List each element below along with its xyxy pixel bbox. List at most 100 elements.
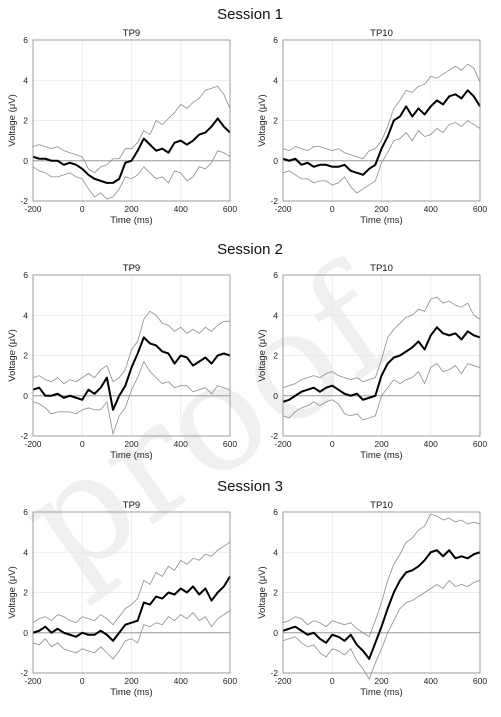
plot-frame: [32, 274, 231, 437]
y-tick-label: 4: [273, 547, 278, 557]
x-tick-label: 200: [374, 676, 388, 686]
x-tick-label: 600: [223, 204, 237, 214]
x-tick-label: 200: [124, 439, 138, 449]
upper-bound-line: [282, 513, 481, 638]
x-tick-label: 0: [330, 676, 335, 686]
x-tick-label: -200: [274, 204, 291, 214]
y-tick-label: -2: [20, 431, 28, 441]
x-axis-label: Time (ms): [360, 450, 402, 461]
y-tick-label: -2: [20, 196, 28, 206]
mean-line: [282, 326, 481, 403]
x-tick-label: 0: [80, 204, 85, 214]
x-tick-label: -200: [24, 204, 41, 214]
y-tick-label: 0: [23, 391, 28, 401]
chart-panel: TP10 -200 0 200 400 600 -2 0 2 4 6 Time (ms) Voltage…: [257, 500, 487, 698]
x-tick-label: 200: [124, 676, 138, 686]
x-tick-label: 200: [374, 204, 388, 214]
y-axis-label: Voltage (μV): [257, 329, 268, 381]
y-tick-label: 6: [273, 507, 278, 517]
lower-bound-line: [282, 363, 481, 421]
panel-title: TP10: [370, 500, 393, 511]
x-axis-label: Time (ms): [360, 215, 402, 226]
panel-title: TP9: [123, 28, 140, 39]
x-tick-label: 600: [473, 439, 487, 449]
y-tick-label: -2: [270, 668, 278, 678]
upper-bound-line: [282, 63, 481, 160]
x-tick-label: 0: [330, 204, 335, 214]
chart-panel: TP10 -200 0 200 400 600 -2 0 2 4 6 Time (ms) Voltage…: [257, 263, 487, 461]
plot-frame: [282, 274, 481, 437]
mean-line: [32, 575, 231, 642]
chart-panel: TP9 -200 0 200 400 600 -2 0 2 4 6 Time (ms) Voltage …: [7, 500, 237, 698]
x-tick-label: -200: [24, 676, 41, 686]
mean-line: [32, 336, 231, 411]
x-tick-label: 0: [80, 439, 85, 449]
upper-bound-line: [32, 85, 231, 174]
y-tick-label: 6: [23, 35, 28, 45]
x-tick-label: 600: [473, 204, 487, 214]
lower-bound-line: [282, 119, 481, 194]
mean-line: [282, 549, 481, 660]
x-tick-label: 200: [124, 204, 138, 214]
lower-bound-line: [32, 150, 231, 200]
y-tick-label: 4: [23, 547, 28, 557]
y-tick-label: 2: [273, 588, 278, 598]
plot-frame: [282, 39, 481, 202]
chart-panel: TP10 -200 0 200 400 600 -2 0 2 4 6 Time (ms) Voltage…: [257, 28, 487, 226]
x-tick-label: 400: [174, 676, 188, 686]
plot-frame: [32, 511, 231, 674]
plot-frame: [32, 39, 231, 202]
x-axis-label: Time (ms): [110, 450, 152, 461]
lower-bound-line: [32, 610, 231, 660]
x-tick-label: -200: [274, 439, 291, 449]
y-tick-label: 4: [273, 75, 278, 85]
x-axis-label: Time (ms): [110, 687, 152, 698]
y-tick-label: 6: [273, 35, 278, 45]
panel-title: TP10: [370, 28, 393, 39]
panel-title: TP10: [370, 263, 393, 274]
y-tick-label: 4: [23, 75, 28, 85]
x-tick-label: -200: [24, 439, 41, 449]
plot-frame: [282, 511, 481, 674]
y-tick-label: 4: [273, 310, 278, 320]
y-tick-label: 6: [273, 270, 278, 280]
lower-bound-line: [32, 360, 231, 436]
y-tick-label: 6: [23, 270, 28, 280]
y-tick-label: -2: [270, 196, 278, 206]
x-tick-label: 600: [223, 439, 237, 449]
lower-bound-line: [282, 579, 481, 680]
x-tick-label: 0: [80, 676, 85, 686]
x-tick-label: 200: [374, 439, 388, 449]
session-title-3: Session 3: [217, 478, 283, 495]
y-tick-label: 2: [23, 588, 28, 598]
y-axis-label: Voltage (μV): [257, 566, 268, 618]
y-tick-label: 2: [23, 116, 28, 126]
y-tick-label: 0: [23, 628, 28, 638]
y-tick-label: 0: [273, 628, 278, 638]
y-tick-label: -2: [270, 431, 278, 441]
mean-line: [282, 89, 481, 176]
x-tick-label: 400: [424, 204, 438, 214]
upper-bound-line: [32, 541, 231, 626]
y-axis-label: Voltage (μV): [7, 329, 18, 381]
y-tick-label: 0: [273, 391, 278, 401]
y-tick-label: 2: [23, 351, 28, 361]
panel-title: TP9: [123, 263, 140, 274]
y-tick-label: 6: [23, 507, 28, 517]
x-tick-label: 400: [424, 676, 438, 686]
y-tick-label: 2: [273, 116, 278, 126]
x-tick-label: 400: [424, 439, 438, 449]
y-tick-label: 2: [273, 351, 278, 361]
y-axis-label: Voltage (μV): [257, 94, 268, 146]
y-tick-label: 4: [23, 310, 28, 320]
y-axis-label: Voltage (μV): [7, 94, 18, 146]
panel-title: TP9: [123, 500, 140, 511]
upper-bound-line: [282, 296, 481, 389]
chart-panel: TP9 -200 0 200 400 600 -2 0 2 4 6 Time (ms) Voltage …: [7, 28, 237, 226]
x-tick-label: 400: [174, 204, 188, 214]
x-tick-label: 600: [223, 676, 237, 686]
x-axis-label: Time (ms): [360, 687, 402, 698]
y-tick-label: 0: [273, 156, 278, 166]
